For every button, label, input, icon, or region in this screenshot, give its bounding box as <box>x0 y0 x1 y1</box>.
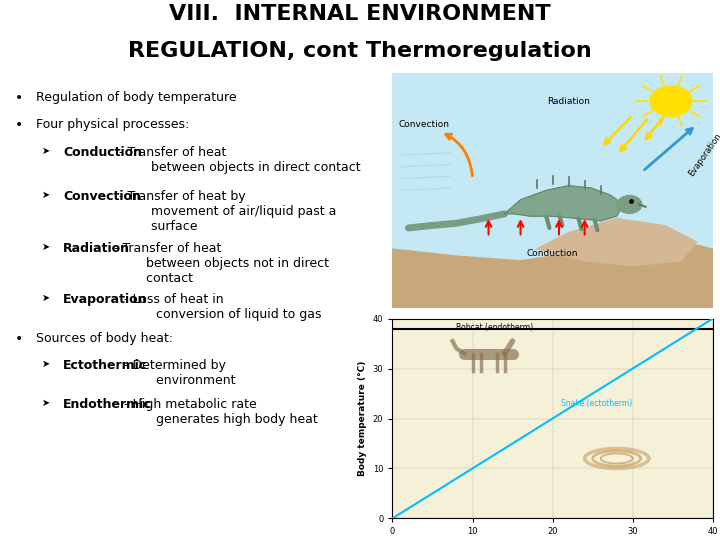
Text: Sources of body heat:: Sources of body heat: <box>36 332 174 345</box>
Text: Snake (ectotherm): Snake (ectotherm) <box>561 399 632 408</box>
Circle shape <box>650 86 692 116</box>
Text: REGULATION, cont Thermoregulation: REGULATION, cont Thermoregulation <box>128 40 592 60</box>
Text: Radiation: Radiation <box>547 97 590 106</box>
Y-axis label: Body temperature (°C): Body temperature (°C) <box>358 361 367 476</box>
Text: Ectothermic: Ectothermic <box>63 360 147 373</box>
Text: - Transfer of heat
         between objects in direct contact: - Transfer of heat between objects in di… <box>115 146 361 174</box>
Text: Radiation: Radiation <box>63 242 130 255</box>
Text: •: • <box>15 332 23 346</box>
Text: Conduction: Conduction <box>63 146 142 159</box>
Polygon shape <box>505 186 623 221</box>
Text: Conduction: Conduction <box>527 249 578 258</box>
Text: Evaporation: Evaporation <box>63 293 148 306</box>
Text: Bobcat (endotherm): Bobcat (endotherm) <box>456 322 534 332</box>
Text: - Loss of heat in
         conversion of liquid to gas: - Loss of heat in conversion of liquid t… <box>120 293 322 321</box>
Circle shape <box>617 195 642 213</box>
Text: Regulation of body temperature: Regulation of body temperature <box>36 91 237 104</box>
Text: Four physical processes:: Four physical processes: <box>36 118 189 131</box>
Text: - Determined by
         environment: - Determined by environment <box>120 360 235 387</box>
Text: Endothermic: Endothermic <box>63 399 152 411</box>
Text: Convection: Convection <box>63 190 141 202</box>
Text: - Transfer of heat by
         movement of air/liquid past a
         surface: - Transfer of heat by movement of air/li… <box>115 190 336 233</box>
Text: - Transfer of heat
         between objects not in direct
         contact: - Transfer of heat between objects not i… <box>110 242 329 285</box>
Text: •: • <box>15 91 23 105</box>
Polygon shape <box>392 233 713 308</box>
Text: Convection: Convection <box>399 120 450 129</box>
Text: ➤: ➤ <box>42 293 50 303</box>
Text: ➤: ➤ <box>42 360 50 369</box>
Text: ➤: ➤ <box>42 242 50 252</box>
Text: ➤: ➤ <box>42 399 50 408</box>
Text: •: • <box>15 118 23 132</box>
Text: Evaporation: Evaporation <box>687 132 720 178</box>
Polygon shape <box>536 219 697 266</box>
Text: VIII.  INTERNAL ENVIRONMENT: VIII. INTERNAL ENVIRONMENT <box>169 3 551 24</box>
Text: ➤: ➤ <box>42 146 50 156</box>
Text: ➤: ➤ <box>42 190 50 200</box>
Text: - High metabolic rate
         generates high body heat: - High metabolic rate generates high bod… <box>120 399 318 427</box>
